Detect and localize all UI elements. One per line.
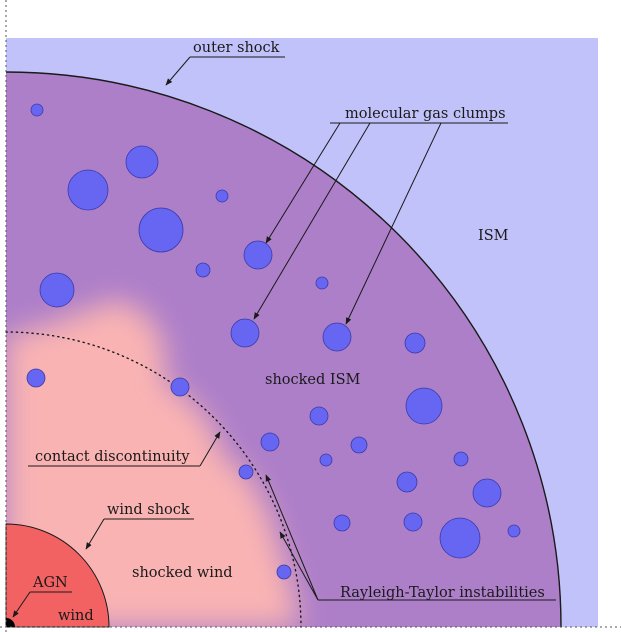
clump [405,387,443,425]
molecular-gas-clumps-arrow-2 [253,122,371,320]
outer-shock-label: outer shock [193,40,280,56]
clump [319,453,333,467]
clump [230,318,260,348]
molecular-gas-clumps-arrow-1 [265,122,341,244]
clump [238,464,254,480]
clump [195,262,211,278]
rayleigh-taylor-label: Rayleigh-Taylor instabilities [340,585,545,601]
clump [30,103,44,117]
clump [472,478,502,508]
agn-core [6,618,15,627]
clump [322,322,352,352]
outer-shock-arrow [165,56,191,86]
agn-label: AGN [32,575,68,591]
contact-discontinuity-label: contact discontinuity [35,449,190,465]
clump [243,240,273,270]
shocked-ism-label: shocked ISM [265,372,361,388]
outer-shock-line [5,71,562,628]
clump [439,517,481,559]
clump [404,332,426,354]
ism-label: ISM [478,228,509,244]
clump [315,276,329,290]
molecular-gas-clumps-label: molecular gas clumps [345,106,506,122]
clump [453,451,469,467]
shocked-wind-label: shocked wind [132,565,233,581]
clump [39,272,75,308]
clump [138,207,184,253]
wind-label: wind [58,608,94,624]
clump [333,514,351,532]
shocked-wind-region [6,300,300,627]
clump [67,169,109,211]
agn-arrow [12,591,31,618]
molecular-gas-clumps-arrow-3 [345,122,442,325]
clump [403,512,423,532]
contact-discontinuity-arrow [199,431,221,467]
wind-shock-arrow [85,518,105,550]
clump [350,436,368,454]
clump [309,406,329,426]
clump [260,432,280,452]
clump [125,145,159,179]
wind-shock-label: wind shock [107,502,190,518]
clump [507,524,521,538]
clump [396,471,418,493]
clump [26,368,46,388]
clump [170,377,190,397]
wind-region [5,523,110,628]
rayleigh-taylor-arrow-2 [279,531,319,601]
rayleigh-taylor-arrow-1 [265,474,319,601]
clump [215,189,229,203]
clump [276,564,292,580]
contact-discontinuity-line [5,331,302,628]
clump-group [26,103,521,580]
